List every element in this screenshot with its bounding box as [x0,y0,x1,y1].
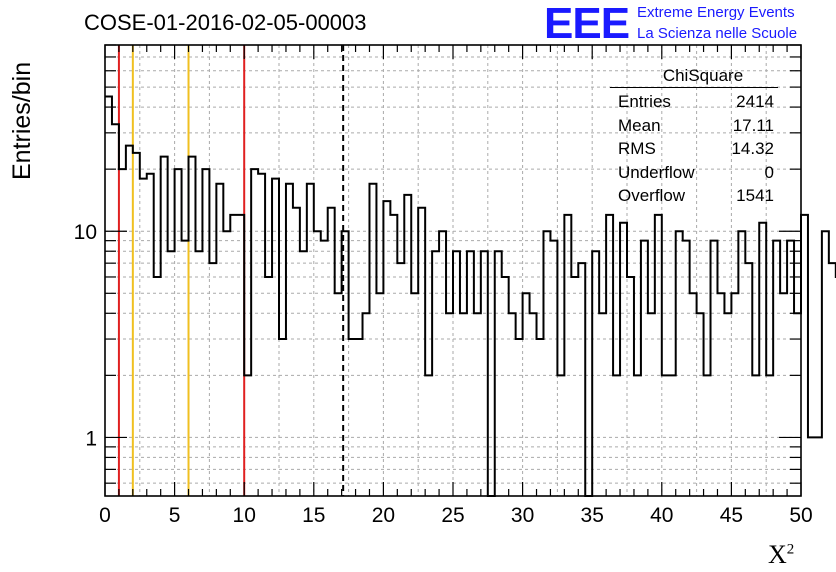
x-tick-label: 20 [372,504,395,527]
x-axis-label-text: X [768,540,787,569]
eee-logo: EEE [544,0,630,48]
x-tick-label: 40 [650,504,673,527]
tick-labels: 0 5 10 15 20 25 30 35 40 45 50 1 10 [74,221,813,527]
y-tick-label: 1 [85,427,97,450]
stats-title: ChiSquare [610,66,778,88]
x-tick-label: 50 [789,504,812,527]
x-axis-label: X2 [768,540,794,570]
x-tick-label: 10 [233,504,256,527]
stats-row: RMS 14.32 [610,137,778,161]
logo-line-1: Extreme Energy Events [637,4,795,21]
stats-label: RMS [618,139,656,158]
x-tick-label: 15 [302,504,325,527]
stats-value: 17.11 [732,115,774,135]
x-axis-label-sup: 2 [786,541,795,558]
chart-title: COSE-01-2016-02-05-00003 [84,10,367,35]
y-axis-label: Entries/bin [8,61,36,180]
x-tick-label: 5 [169,504,181,527]
stats-value: 14.32 [731,139,774,158]
stats-label: Mean [618,115,661,135]
stats-value: 0 [764,162,774,182]
logo-line-2: La Scienza nelle Scuole [637,25,798,42]
stats-label: Overflow [618,186,686,205]
stats-row: Underflow 0 [610,161,778,185]
x-tick-label: 25 [441,504,464,527]
stats-value: 2414 [736,92,774,111]
stats-row: Mean 17.11 [610,114,778,138]
stats-label: Underflow [618,162,695,182]
stats-box: ChiSquare Entries 2414 Mean 17.11 RMS 14.32… [610,66,778,208]
axis-ticks [104,44,802,496]
x-tick-label: 45 [720,504,743,527]
stats-row: Entries 2414 [610,90,778,114]
stats-row: Overflow 1541 [610,184,778,208]
stats-label: Entries [618,92,671,111]
x-tick-label: 35 [581,504,604,527]
plot-frame [104,44,802,497]
stats-value: 1541 [736,186,774,205]
x-tick-label: 30 [511,504,534,527]
reference-lines [117,45,345,496]
y-tick-label: 10 [74,221,97,244]
x-tick-label: 0 [99,504,111,527]
